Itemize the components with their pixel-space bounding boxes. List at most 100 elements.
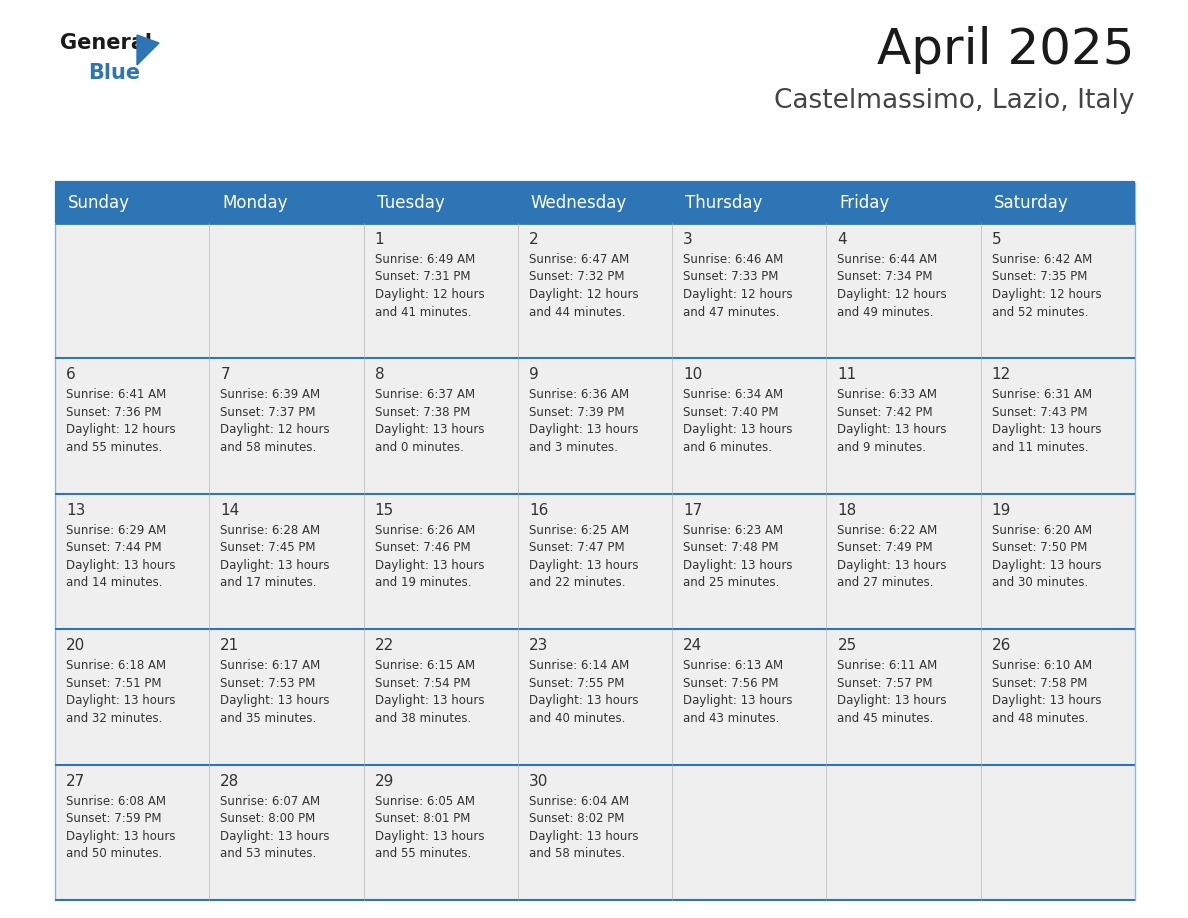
Bar xyxy=(364,223,518,358)
Bar xyxy=(209,629,364,765)
Text: Sunrise: 6:17 AM
Sunset: 7:53 PM
Daylight: 13 hours
and 35 minutes.: Sunrise: 6:17 AM Sunset: 7:53 PM Dayligh… xyxy=(220,659,330,724)
Text: Wednesday: Wednesday xyxy=(531,194,627,212)
Text: Sunrise: 6:25 AM
Sunset: 7:47 PM
Daylight: 13 hours
and 22 minutes.: Sunrise: 6:25 AM Sunset: 7:47 PM Dayligh… xyxy=(529,524,638,589)
Bar xyxy=(55,183,1135,223)
Text: 5: 5 xyxy=(992,232,1001,247)
Polygon shape xyxy=(137,35,159,65)
Text: Sunrise: 6:13 AM
Sunset: 7:56 PM
Daylight: 13 hours
and 43 minutes.: Sunrise: 6:13 AM Sunset: 7:56 PM Dayligh… xyxy=(683,659,792,724)
Text: 22: 22 xyxy=(374,638,393,654)
Bar xyxy=(827,494,981,629)
Text: 26: 26 xyxy=(992,638,1011,654)
Bar xyxy=(672,494,827,629)
Text: Sunrise: 6:46 AM
Sunset: 7:33 PM
Daylight: 12 hours
and 47 minutes.: Sunrise: 6:46 AM Sunset: 7:33 PM Dayligh… xyxy=(683,253,792,319)
Text: 3: 3 xyxy=(683,232,693,247)
Bar xyxy=(981,629,1135,765)
Bar xyxy=(518,765,672,900)
Bar xyxy=(518,629,672,765)
Text: Sunrise: 6:08 AM
Sunset: 7:59 PM
Daylight: 13 hours
and 50 minutes.: Sunrise: 6:08 AM Sunset: 7:59 PM Dayligh… xyxy=(67,795,176,860)
Text: Sunrise: 6:14 AM
Sunset: 7:55 PM
Daylight: 13 hours
and 40 minutes.: Sunrise: 6:14 AM Sunset: 7:55 PM Dayligh… xyxy=(529,659,638,724)
Bar xyxy=(981,765,1135,900)
Text: Sunrise: 6:36 AM
Sunset: 7:39 PM
Daylight: 13 hours
and 3 minutes.: Sunrise: 6:36 AM Sunset: 7:39 PM Dayligh… xyxy=(529,388,638,453)
Text: Sunrise: 6:22 AM
Sunset: 7:49 PM
Daylight: 13 hours
and 27 minutes.: Sunrise: 6:22 AM Sunset: 7:49 PM Dayligh… xyxy=(838,524,947,589)
Bar xyxy=(672,358,827,494)
Bar xyxy=(364,765,518,900)
Text: Sunrise: 6:42 AM
Sunset: 7:35 PM
Daylight: 12 hours
and 52 minutes.: Sunrise: 6:42 AM Sunset: 7:35 PM Dayligh… xyxy=(992,253,1101,319)
Text: 7: 7 xyxy=(220,367,230,383)
Bar xyxy=(364,629,518,765)
Text: Sunrise: 6:47 AM
Sunset: 7:32 PM
Daylight: 12 hours
and 44 minutes.: Sunrise: 6:47 AM Sunset: 7:32 PM Dayligh… xyxy=(529,253,638,319)
Bar xyxy=(672,765,827,900)
Text: Sunrise: 6:11 AM
Sunset: 7:57 PM
Daylight: 13 hours
and 45 minutes.: Sunrise: 6:11 AM Sunset: 7:57 PM Dayligh… xyxy=(838,659,947,724)
Text: Sunrise: 6:05 AM
Sunset: 8:01 PM
Daylight: 13 hours
and 55 minutes.: Sunrise: 6:05 AM Sunset: 8:01 PM Dayligh… xyxy=(374,795,484,860)
Text: 17: 17 xyxy=(683,503,702,518)
Bar xyxy=(518,358,672,494)
Text: Blue: Blue xyxy=(88,63,140,83)
Bar xyxy=(981,358,1135,494)
Text: 23: 23 xyxy=(529,638,548,654)
Bar xyxy=(364,494,518,629)
Text: Monday: Monday xyxy=(222,194,287,212)
Text: Sunrise: 6:10 AM
Sunset: 7:58 PM
Daylight: 13 hours
and 48 minutes.: Sunrise: 6:10 AM Sunset: 7:58 PM Dayligh… xyxy=(992,659,1101,724)
Text: Sunrise: 6:15 AM
Sunset: 7:54 PM
Daylight: 13 hours
and 38 minutes.: Sunrise: 6:15 AM Sunset: 7:54 PM Dayligh… xyxy=(374,659,484,724)
Text: Sunrise: 6:20 AM
Sunset: 7:50 PM
Daylight: 13 hours
and 30 minutes.: Sunrise: 6:20 AM Sunset: 7:50 PM Dayligh… xyxy=(992,524,1101,589)
Bar xyxy=(55,358,209,494)
Bar xyxy=(55,494,209,629)
Bar xyxy=(209,494,364,629)
Text: Friday: Friday xyxy=(840,194,890,212)
Bar xyxy=(55,223,209,358)
Bar xyxy=(518,223,672,358)
Bar xyxy=(672,223,827,358)
Text: Sunrise: 6:28 AM
Sunset: 7:45 PM
Daylight: 13 hours
and 17 minutes.: Sunrise: 6:28 AM Sunset: 7:45 PM Dayligh… xyxy=(220,524,330,589)
Text: 10: 10 xyxy=(683,367,702,383)
Text: Saturday: Saturday xyxy=(993,194,1068,212)
Text: 9: 9 xyxy=(529,367,538,383)
Text: 18: 18 xyxy=(838,503,857,518)
Text: 13: 13 xyxy=(67,503,86,518)
Bar xyxy=(827,358,981,494)
Bar xyxy=(55,629,209,765)
Text: 25: 25 xyxy=(838,638,857,654)
Bar xyxy=(827,629,981,765)
Text: General: General xyxy=(61,33,152,53)
Text: Castelmassimo, Lazio, Italy: Castelmassimo, Lazio, Italy xyxy=(775,88,1135,114)
Bar xyxy=(55,765,209,900)
Bar xyxy=(209,223,364,358)
Text: Sunrise: 6:41 AM
Sunset: 7:36 PM
Daylight: 12 hours
and 55 minutes.: Sunrise: 6:41 AM Sunset: 7:36 PM Dayligh… xyxy=(67,388,176,453)
Bar xyxy=(981,494,1135,629)
Text: Thursday: Thursday xyxy=(685,194,763,212)
Text: 15: 15 xyxy=(374,503,393,518)
Text: Sunrise: 6:18 AM
Sunset: 7:51 PM
Daylight: 13 hours
and 32 minutes.: Sunrise: 6:18 AM Sunset: 7:51 PM Dayligh… xyxy=(67,659,176,724)
Text: 4: 4 xyxy=(838,232,847,247)
Text: 14: 14 xyxy=(220,503,240,518)
Text: April 2025: April 2025 xyxy=(878,26,1135,74)
Text: Sunday: Sunday xyxy=(68,194,129,212)
Text: 2: 2 xyxy=(529,232,538,247)
Text: Sunrise: 6:04 AM
Sunset: 8:02 PM
Daylight: 13 hours
and 58 minutes.: Sunrise: 6:04 AM Sunset: 8:02 PM Dayligh… xyxy=(529,795,638,860)
Text: Sunrise: 6:49 AM
Sunset: 7:31 PM
Daylight: 12 hours
and 41 minutes.: Sunrise: 6:49 AM Sunset: 7:31 PM Dayligh… xyxy=(374,253,485,319)
Text: Sunrise: 6:33 AM
Sunset: 7:42 PM
Daylight: 13 hours
and 9 minutes.: Sunrise: 6:33 AM Sunset: 7:42 PM Dayligh… xyxy=(838,388,947,453)
Text: 27: 27 xyxy=(67,774,86,789)
Text: Sunrise: 6:31 AM
Sunset: 7:43 PM
Daylight: 13 hours
and 11 minutes.: Sunrise: 6:31 AM Sunset: 7:43 PM Dayligh… xyxy=(992,388,1101,453)
Text: 11: 11 xyxy=(838,367,857,383)
Bar xyxy=(672,629,827,765)
Text: 8: 8 xyxy=(374,367,384,383)
Bar xyxy=(827,223,981,358)
Bar xyxy=(981,223,1135,358)
Text: Sunrise: 6:26 AM
Sunset: 7:46 PM
Daylight: 13 hours
and 19 minutes.: Sunrise: 6:26 AM Sunset: 7:46 PM Dayligh… xyxy=(374,524,484,589)
Text: 1: 1 xyxy=(374,232,384,247)
Text: Sunrise: 6:07 AM
Sunset: 8:00 PM
Daylight: 13 hours
and 53 minutes.: Sunrise: 6:07 AM Sunset: 8:00 PM Dayligh… xyxy=(220,795,330,860)
Bar xyxy=(364,358,518,494)
Text: 12: 12 xyxy=(992,367,1011,383)
Bar xyxy=(209,765,364,900)
Bar xyxy=(209,358,364,494)
Text: Tuesday: Tuesday xyxy=(377,194,444,212)
Text: 19: 19 xyxy=(992,503,1011,518)
Text: 21: 21 xyxy=(220,638,240,654)
Text: Sunrise: 6:29 AM
Sunset: 7:44 PM
Daylight: 13 hours
and 14 minutes.: Sunrise: 6:29 AM Sunset: 7:44 PM Dayligh… xyxy=(67,524,176,589)
Text: 29: 29 xyxy=(374,774,394,789)
Text: 16: 16 xyxy=(529,503,548,518)
Text: 28: 28 xyxy=(220,774,240,789)
Bar xyxy=(827,765,981,900)
Text: 24: 24 xyxy=(683,638,702,654)
Text: Sunrise: 6:23 AM
Sunset: 7:48 PM
Daylight: 13 hours
and 25 minutes.: Sunrise: 6:23 AM Sunset: 7:48 PM Dayligh… xyxy=(683,524,792,589)
